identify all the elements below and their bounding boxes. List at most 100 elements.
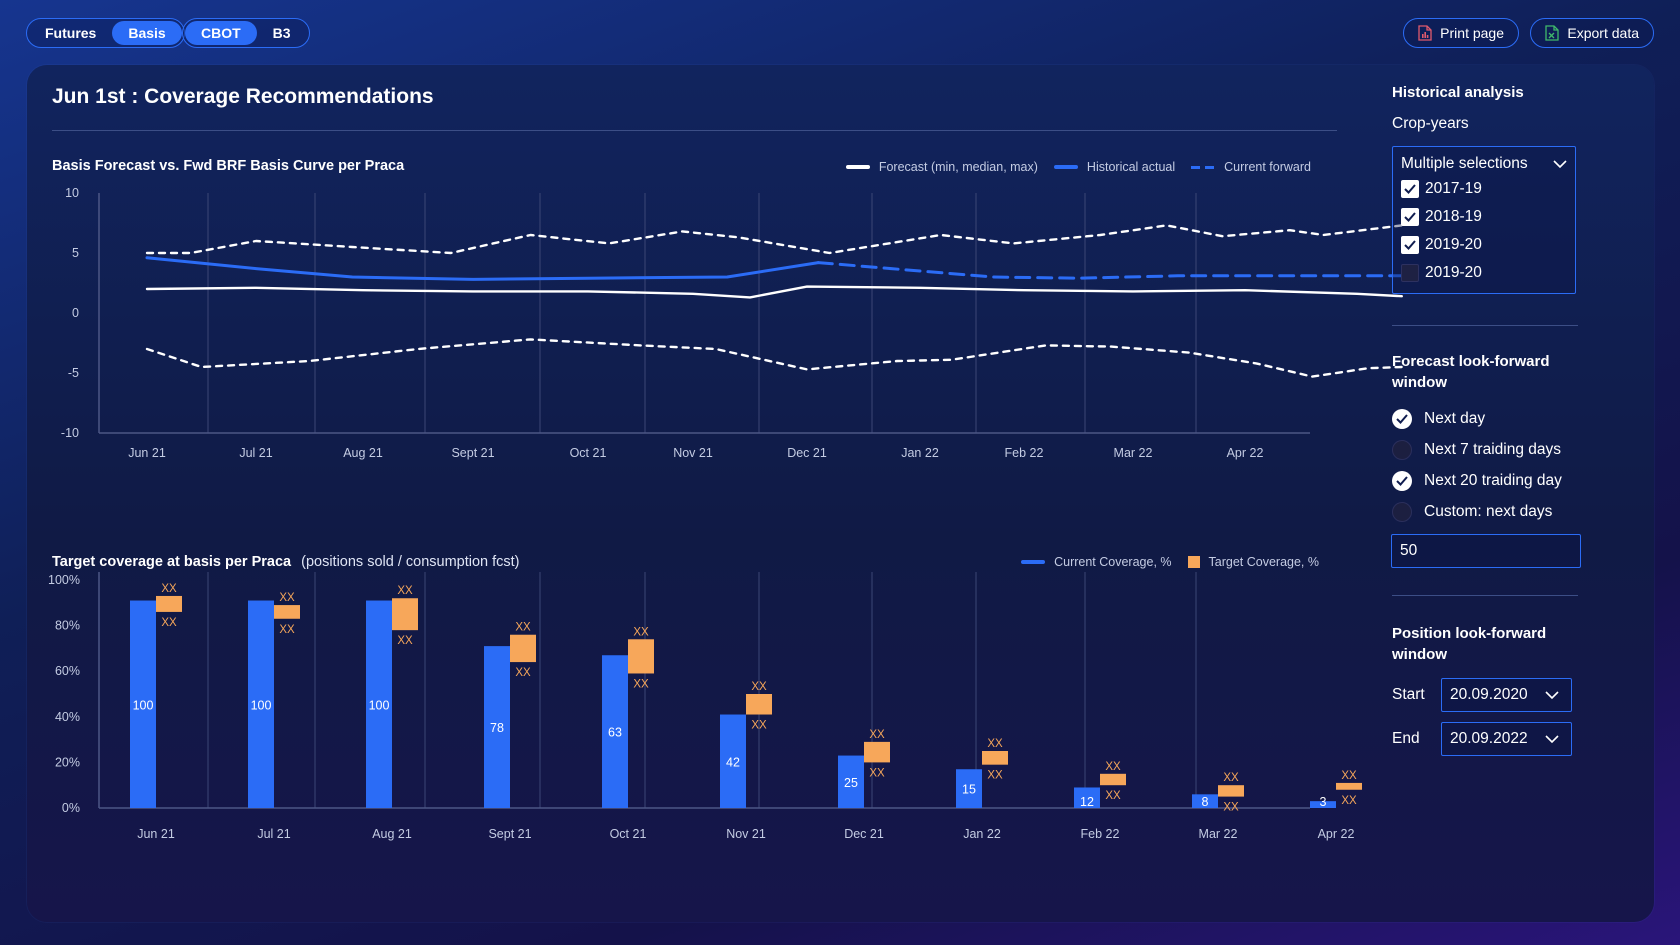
current-coverage-bar <box>956 769 982 808</box>
coverage-chart-subtitle: (positions sold / consumption fcst) <box>301 554 520 570</box>
current-coverage-label: 100 <box>369 698 390 712</box>
x-tick-label: Jan 22 <box>963 827 1001 841</box>
target-coverage-bar <box>392 598 418 631</box>
legend-forward: Current forward <box>1191 160 1311 174</box>
legend-forward-label: Current forward <box>1224 160 1311 174</box>
forecast-window-option[interactable]: Next day <box>1392 403 1632 434</box>
series-line-current-forward <box>816 261 1404 280</box>
crop-years-multiselect[interactable]: Multiple selections 2017-19 2018-19 2019-2… <box>1392 146 1576 294</box>
legend-current-label: Current Coverage, % <box>1054 555 1172 569</box>
legend-forecast: Forecast (min, median, max) <box>845 160 1038 174</box>
coverage-chart-legend: Current Coverage, % Target Coverage, % <box>1021 555 1319 569</box>
crop-years-label: Crop-years <box>1392 115 1469 132</box>
y-tick-label: -5 <box>68 366 79 380</box>
forecast-window-option[interactable]: Next 7 traiding days <box>1392 434 1632 465</box>
legend-historical-swatch <box>1053 165 1078 169</box>
basis-forecast-chart: 10 5 0 -5 -10 Jun 21 Jul 21 Aug 21 Sept 21 Oct 21… <box>61 186 1404 460</box>
target-label-bottom: XX <box>1223 802 1239 814</box>
instrument-toggle: Futures Basis <box>26 18 185 48</box>
x-tick-label: Nov 21 <box>673 446 713 460</box>
futures-tab[interactable]: Futures <box>45 25 97 41</box>
crop-year-label: 2019-20 <box>1425 236 1482 253</box>
x-tick-label: Dec 21 <box>844 827 884 841</box>
series-line-median <box>145 285 1404 299</box>
check-icon <box>1396 475 1408 486</box>
legend-target-swatch <box>1187 556 1200 568</box>
forecast-window-label: Next day <box>1424 409 1486 427</box>
current-coverage-bar <box>1074 787 1100 808</box>
checkbox[interactable] <box>1401 236 1419 254</box>
series-line-max <box>145 224 1404 255</box>
y-tick-label: -10 <box>61 426 79 440</box>
title-divider <box>52 130 1337 131</box>
target-label-top: XX <box>987 738 1003 750</box>
legend-forecast-swatch <box>845 165 870 169</box>
x-tick-label: Oct 21 <box>610 827 647 841</box>
target-coverage-bar <box>746 694 772 715</box>
custom-days-input[interactable] <box>1391 534 1581 568</box>
check-icon <box>1404 240 1416 250</box>
cbot-tab[interactable]: CBOT <box>185 21 257 45</box>
export-data-button[interactable]: Export data <box>1530 18 1654 48</box>
forecast-window-label: Next 20 traiding day <box>1424 471 1562 489</box>
target-coverage-bar <box>1218 785 1244 797</box>
checkbox[interactable] <box>1401 180 1419 198</box>
radio-button[interactable] <box>1392 408 1412 429</box>
target-label-top: XX <box>869 729 885 741</box>
forecast-window-heading: Forecast look-forward window <box>1392 353 1550 391</box>
current-coverage-bar <box>1192 794 1218 808</box>
series-line-historical-actual <box>145 256 820 281</box>
page-title: Jun 1st : Coverage Recommendations <box>52 85 434 108</box>
end-date-row: End 20.09.2022 <box>1392 722 1632 756</box>
target-label-top: XX <box>1341 770 1357 782</box>
date-range: Start 20.09.2020 End 20.09.2022 <box>1392 678 1632 756</box>
forecast-window-option[interactable]: Next 20 traiding day <box>1392 465 1632 496</box>
checkbox[interactable] <box>1401 208 1419 226</box>
end-date-select[interactable]: 20.09.2022 <box>1441 722 1572 756</box>
target-label-top: XX <box>1223 772 1239 784</box>
sidebar-divider <box>1392 325 1578 326</box>
y-tick-label: 40% <box>55 710 80 724</box>
target-label-top: XX <box>633 626 649 638</box>
basis-tab[interactable]: Basis <box>112 21 182 45</box>
x-tick-label: Jul 21 <box>239 446 272 460</box>
print-page-button[interactable]: Print page <box>1403 18 1519 48</box>
current-coverage-label: 8 <box>1202 795 1209 809</box>
multiselect-header[interactable]: Multiple selections <box>1401 153 1567 175</box>
crop-year-option[interactable]: 2019-20 <box>1401 259 1567 287</box>
target-coverage-bar <box>982 751 1008 765</box>
target-label-bottom: XX <box>987 770 1003 782</box>
crop-year-option[interactable]: 2019-20 <box>1401 231 1567 259</box>
current-coverage-bar <box>130 600 156 808</box>
start-date-select[interactable]: 20.09.2020 <box>1441 678 1572 712</box>
target-coverage-bar <box>274 605 300 619</box>
b3-tab[interactable]: B3 <box>272 25 291 41</box>
print-page-label: Print page <box>1440 25 1504 41</box>
x-tick-label: Oct 21 <box>570 446 607 460</box>
radio-button[interactable] <box>1392 501 1412 522</box>
current-coverage-bar <box>366 600 392 808</box>
end-label: End <box>1392 730 1420 747</box>
y-tick-label: 5 <box>72 246 79 260</box>
checkbox[interactable] <box>1401 264 1419 282</box>
forecast-window-option[interactable]: Custom: next days <box>1392 496 1632 527</box>
x-tick-label: Feb 22 <box>1081 827 1120 841</box>
legend-current-swatch <box>1021 560 1046 564</box>
coverage-chart-title: Target coverage at basis per Praca (posit… <box>52 554 520 570</box>
chevron-down-icon <box>1545 690 1559 699</box>
y-tick-label: 80% <box>55 619 80 633</box>
target-label-top: XX <box>161 583 177 595</box>
check-icon <box>1404 184 1416 194</box>
crop-year-option[interactable]: 2018-19 <box>1401 203 1567 231</box>
target-label-bottom: XX <box>397 635 413 647</box>
radio-button[interactable] <box>1392 470 1412 491</box>
forecast-window-label: Custom: next days <box>1424 502 1553 520</box>
position-window-heading: Position look-forward window <box>1392 625 1547 663</box>
legend-forecast-label: Forecast (min, median, max) <box>878 160 1038 174</box>
crop-year-option[interactable]: 2017-19 <box>1401 175 1567 203</box>
historical-analysis-heading: Historical analysis <box>1392 84 1524 101</box>
current-coverage-label: 3 <box>1320 795 1327 809</box>
radio-button[interactable] <box>1392 439 1412 460</box>
target-coverage-bar <box>156 595 182 612</box>
y-tick-label: 20% <box>55 755 80 769</box>
